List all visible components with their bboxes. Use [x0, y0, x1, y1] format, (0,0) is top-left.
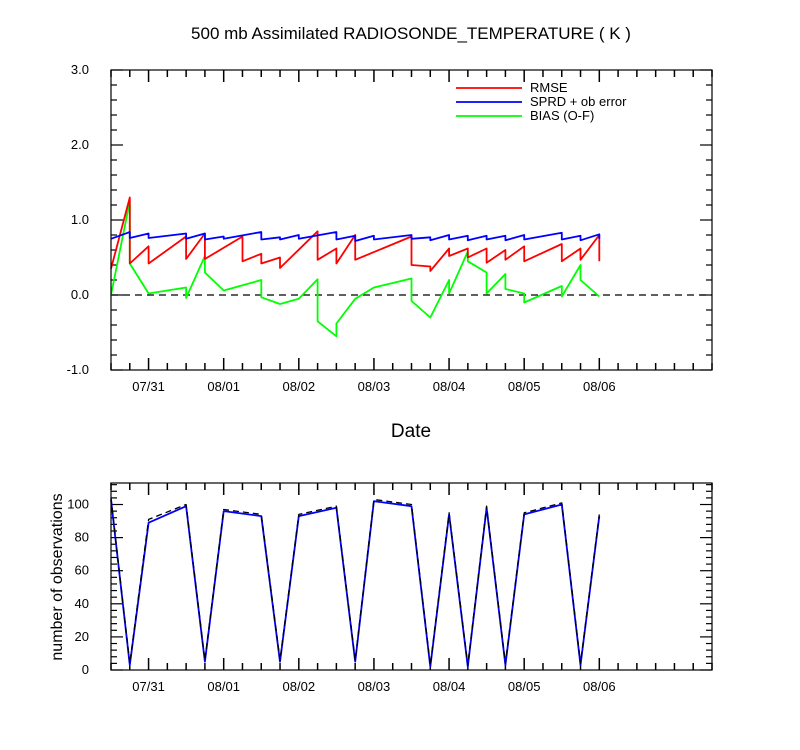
obs-series-line-1 — [110, 497, 600, 666]
top-chart: 500 mb Assimilated RADIOSONDE_TEMPERATUR… — [67, 24, 713, 442]
y-tick-label: 0 — [82, 662, 89, 677]
chart-title: 500 mb Assimilated RADIOSONDE_TEMPERATUR… — [191, 24, 631, 43]
y-tick-label: 40 — [75, 596, 89, 611]
x-tick-label: 08/03 — [358, 679, 391, 694]
top-chart-axes: 07/31 08/01 08/02 08/03 08/04 08/05 08/06 -1.0 0… — [67, 62, 713, 394]
bottom-chart-axes: 07/31 08/01 08/02 08/03 08/04 08/05 08/06 0 20 40… — [67, 483, 713, 694]
y-tick-label: 1.0 — [71, 212, 89, 227]
y-tick-label: -1.0 — [67, 362, 89, 377]
top-chart-frame — [110, 69, 713, 371]
series-line-2 — [110, 200, 600, 338]
y-tick-label: 0.0 — [71, 287, 89, 302]
x-tick-label: 08/06 — [583, 379, 616, 394]
x-tick-label: 08/04 — [433, 679, 466, 694]
y-tick-label: 80 — [75, 530, 89, 545]
legend-label: RMSE — [530, 80, 568, 95]
legend-label: SPRD + ob error — [530, 94, 627, 109]
obs-series-line-0 — [110, 499, 601, 668]
bottom-chart-frame — [110, 482, 713, 671]
bottom-chart-series — [110, 497, 601, 668]
y-axis-label: number of observations — [49, 493, 66, 660]
x-tick-label: 08/04 — [433, 379, 466, 394]
x-tick-label: 08/06 — [583, 679, 616, 694]
x-axis-label: Date — [391, 421, 431, 442]
y-tick-label: 2.0 — [71, 137, 89, 152]
x-tick-label: 07/31 — [132, 379, 165, 394]
x-tick-label: 08/02 — [283, 379, 316, 394]
top-chart-series — [110, 196, 601, 338]
x-tick-label: 08/03 — [358, 379, 391, 394]
x-tick-label: 08/01 — [207, 679, 240, 694]
legend-label: BIAS (O-F) — [530, 108, 594, 123]
x-tick-label: 07/31 — [132, 679, 165, 694]
y-tick-label: 20 — [75, 629, 89, 644]
bottom-chart: 07/31 08/01 08/02 08/03 08/04 08/05 08/06 0 20 40… — [49, 482, 713, 694]
series-line-0 — [110, 196, 601, 272]
y-tick-label: 100 — [67, 497, 89, 512]
y-tick-label: 3.0 — [71, 62, 89, 77]
y-tick-label: 60 — [75, 563, 89, 578]
x-tick-label: 08/02 — [283, 679, 316, 694]
x-tick-label: 08/01 — [207, 379, 240, 394]
x-tick-label: 08/05 — [508, 379, 541, 394]
series-line-1 — [110, 231, 601, 242]
x-tick-label: 08/05 — [508, 679, 541, 694]
